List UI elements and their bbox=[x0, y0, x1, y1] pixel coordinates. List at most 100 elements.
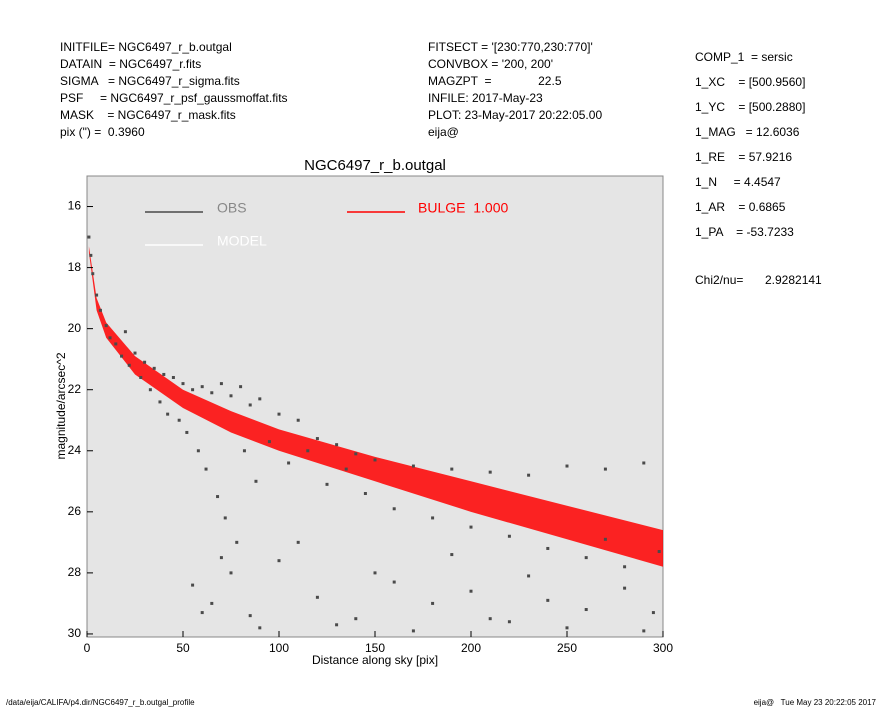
obs-point bbox=[191, 388, 195, 392]
obs-point bbox=[469, 589, 473, 593]
obs-point bbox=[242, 449, 246, 453]
fit-param: 1_PA = -53.7233 bbox=[695, 225, 794, 239]
obs-point bbox=[657, 550, 661, 554]
obs-point bbox=[277, 412, 281, 416]
obs-point bbox=[98, 308, 102, 312]
obs-point bbox=[123, 330, 127, 334]
obs-point bbox=[296, 418, 300, 422]
obs-point bbox=[325, 482, 329, 486]
fit-param: 1_YC = [500.2880] bbox=[695, 100, 805, 114]
model-band bbox=[88, 246, 664, 567]
obs-point bbox=[239, 385, 243, 389]
obs-point bbox=[507, 620, 511, 624]
x-tick-label: 100 bbox=[269, 641, 289, 655]
obs-point bbox=[354, 617, 358, 621]
obs-point bbox=[229, 571, 233, 575]
x-tick-label: 300 bbox=[653, 641, 673, 655]
header-left: PSF = NGC6497_r_psf_gaussmoffat.fits bbox=[60, 91, 288, 105]
x-tick-label: 150 bbox=[365, 641, 385, 655]
obs-point bbox=[373, 571, 377, 575]
obs-point bbox=[87, 235, 91, 239]
obs-point bbox=[584, 556, 588, 560]
footer-left: /data/eija/CALIFA/p4.dir/NGC6497_r_b.out… bbox=[6, 698, 195, 707]
obs-point bbox=[363, 492, 367, 496]
obs-point bbox=[546, 598, 550, 602]
obs-point bbox=[223, 516, 227, 520]
obs-point bbox=[204, 467, 208, 471]
obs-point bbox=[642, 461, 646, 465]
obs-point bbox=[248, 614, 252, 618]
obs-point bbox=[185, 430, 189, 434]
obs-point bbox=[392, 507, 396, 511]
obs-point bbox=[162, 372, 166, 376]
header-left: DATAIN = NGC6497_r.fits bbox=[60, 57, 201, 71]
header-left: MASK = NGC6497_r_mask.fits bbox=[60, 108, 236, 122]
fit-param: 1_RE = 57.9216 bbox=[695, 150, 792, 164]
obs-point bbox=[181, 382, 185, 386]
obs-point bbox=[148, 388, 152, 392]
obs-point bbox=[469, 525, 473, 529]
obs-point bbox=[335, 443, 339, 447]
chart-title: NGC6497_r_b.outgal bbox=[304, 157, 446, 174]
fit-param: 1_N = 4.4547 bbox=[695, 175, 781, 189]
obs-point bbox=[306, 449, 310, 453]
y-tick-label: 30 bbox=[68, 626, 82, 640]
header-left: INITFILE= NGC6497_r_b.outgal bbox=[60, 40, 232, 54]
header-middle: INFILE: 2017-May-23 bbox=[428, 91, 543, 105]
header-middle: eija@ bbox=[428, 125, 459, 139]
header-left: pix (") = 0.3960 bbox=[60, 125, 145, 139]
y-tick-label: 20 bbox=[68, 321, 82, 335]
obs-point bbox=[488, 470, 492, 474]
obs-point bbox=[91, 272, 95, 276]
y-tick-label: 28 bbox=[68, 565, 82, 579]
obs-point bbox=[171, 375, 175, 379]
obs-point bbox=[565, 626, 569, 630]
y-tick-label: 16 bbox=[68, 199, 82, 213]
obs-point bbox=[546, 546, 550, 550]
obs-point bbox=[200, 385, 204, 389]
obs-point bbox=[120, 354, 124, 358]
obs-point bbox=[354, 452, 358, 456]
obs-point bbox=[254, 479, 258, 483]
header-middle: CONVBOX = '200, 200' bbox=[428, 57, 553, 71]
obs-point bbox=[450, 467, 454, 471]
obs-point bbox=[488, 617, 492, 621]
obs-point bbox=[527, 574, 531, 578]
obs-point bbox=[114, 342, 118, 346]
obs-point bbox=[166, 412, 170, 416]
obs-point bbox=[191, 583, 195, 587]
obs-point bbox=[411, 464, 415, 468]
obs-point bbox=[507, 534, 511, 538]
obs-point bbox=[196, 449, 200, 453]
obs-point bbox=[623, 586, 627, 590]
obs-point bbox=[143, 360, 147, 364]
obs-point bbox=[315, 437, 319, 441]
obs-point bbox=[527, 473, 531, 477]
legend-label: OBS bbox=[217, 200, 247, 216]
obs-point bbox=[152, 366, 156, 370]
obs-point bbox=[623, 565, 627, 569]
footer-right: eija@ Tue May 23 20:22:05 2017 bbox=[754, 698, 877, 707]
obs-point bbox=[258, 626, 262, 630]
y-axis-label: magnitude/arcsec^2 bbox=[54, 352, 68, 459]
obs-point bbox=[392, 580, 396, 584]
obs-point bbox=[127, 363, 131, 367]
header-left: SIGMA = NGC6497_r_sigma.fits bbox=[60, 74, 240, 88]
legend-label: MODEL bbox=[217, 233, 267, 249]
obs-point bbox=[210, 601, 214, 605]
obs-point bbox=[651, 611, 655, 615]
obs-point bbox=[315, 595, 319, 599]
obs-point bbox=[210, 391, 214, 395]
y-tick-label: 26 bbox=[68, 504, 82, 518]
y-tick-label: 18 bbox=[68, 260, 82, 274]
obs-point bbox=[248, 403, 252, 407]
y-tick-label: 24 bbox=[68, 443, 82, 457]
obs-point bbox=[158, 400, 162, 404]
obs-point bbox=[431, 516, 435, 520]
obs-point bbox=[344, 467, 348, 471]
obs-point bbox=[200, 611, 204, 615]
obs-point bbox=[335, 623, 339, 627]
x-tick-label: 0 bbox=[84, 641, 91, 655]
obs-point bbox=[603, 467, 607, 471]
